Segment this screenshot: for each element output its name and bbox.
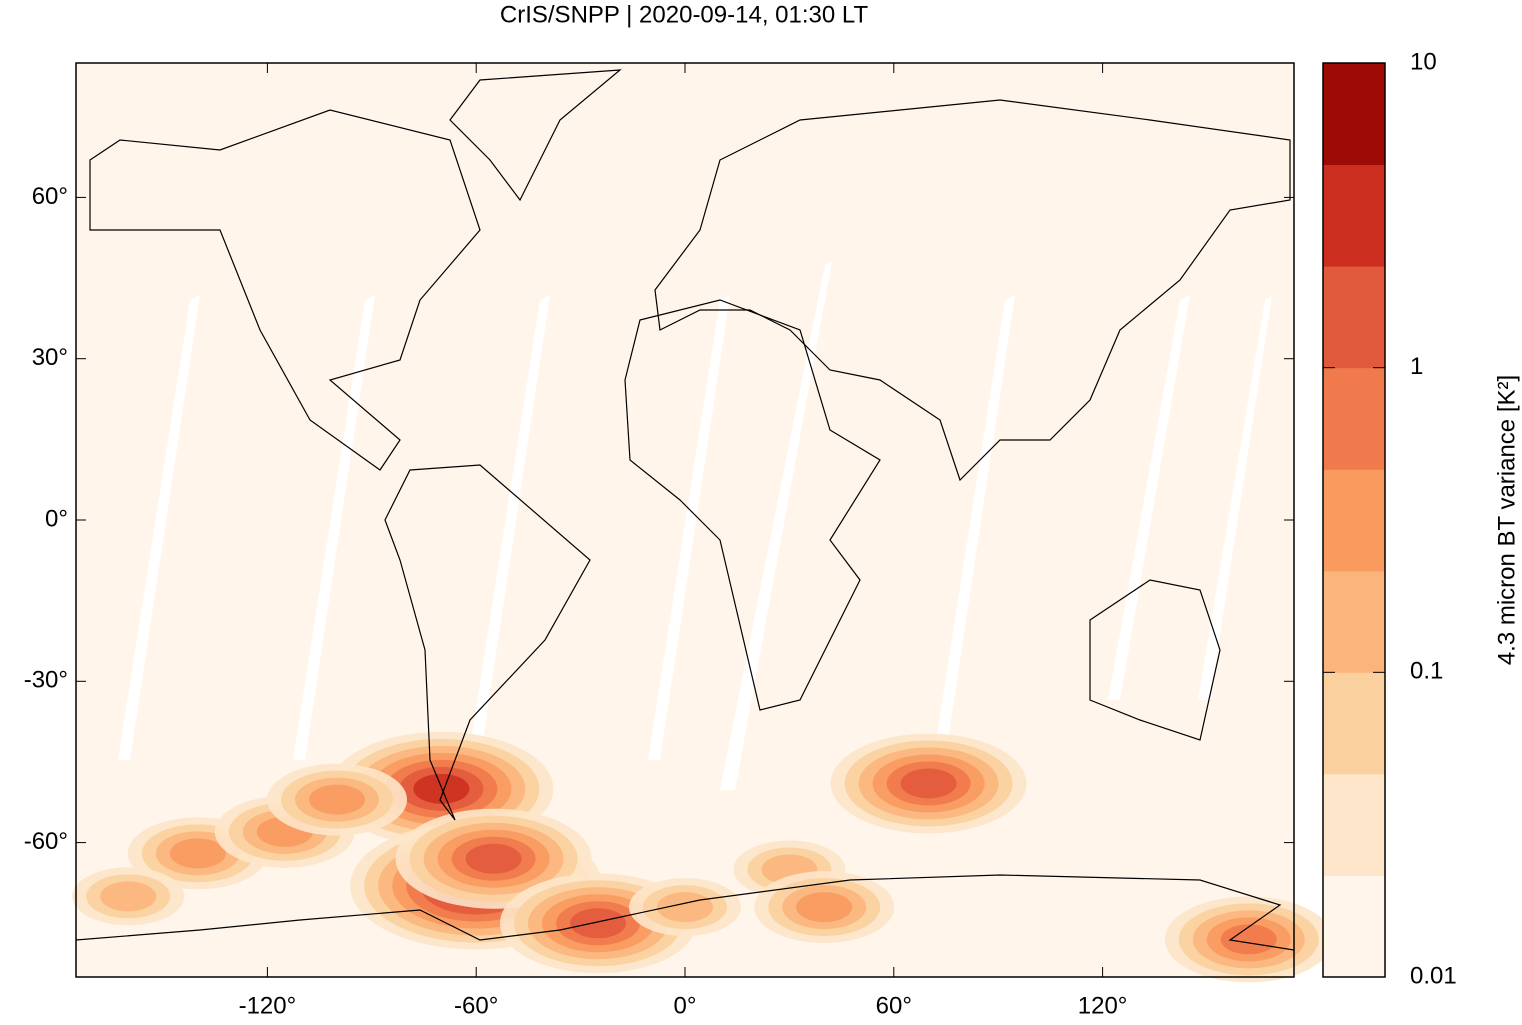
data-gaps <box>118 262 1272 790</box>
colorbar-tick-label: 10 <box>1410 48 1437 75</box>
colorbar <box>1323 63 1385 978</box>
y-tick-label: 30° <box>32 344 68 371</box>
x-tick-label: 120° <box>1078 992 1128 1019</box>
y-tick-label: -30° <box>24 667 68 694</box>
x-tick-label: 0° <box>674 992 697 1019</box>
hotspot <box>169 838 226 869</box>
hotspot <box>900 768 957 799</box>
y-tick-label: 60° <box>32 183 68 210</box>
hotspot <box>309 784 365 815</box>
hotspot <box>100 881 157 912</box>
coastlines <box>75 69 1295 951</box>
colorbar-band <box>1323 266 1385 369</box>
colorbar-band <box>1323 773 1385 876</box>
y-tick-label: 0° <box>45 505 68 532</box>
colorbar-band <box>1323 570 1385 673</box>
colorbar-band <box>1323 672 1385 775</box>
hotspot <box>1220 924 1277 955</box>
x-tick-label: -60° <box>454 992 498 1019</box>
x-tick-label: 60° <box>876 992 912 1019</box>
colorbar-band <box>1323 875 1385 978</box>
x-tick-label: -120° <box>239 992 297 1019</box>
hotspot <box>465 843 522 874</box>
hotspot <box>796 892 853 923</box>
colorbar-tick-label: 1 <box>1410 353 1423 380</box>
colorbar-band <box>1323 469 1385 572</box>
colorbar-tick-label: 0.1 <box>1410 658 1443 685</box>
colorbar-band <box>1323 367 1385 470</box>
hotspot <box>570 908 626 939</box>
colorbar-label: 4.3 micron BT variance [K²] <box>1493 375 1520 665</box>
chart-title: CrIS/SNPP | 2020-09-14, 01:30 LT <box>500 1 869 28</box>
colorbar-band <box>1323 63 1385 166</box>
colorbar-frame <box>1322 62 1386 978</box>
colorbar-band <box>1323 164 1385 267</box>
y-tick-label: -60° <box>24 828 68 855</box>
colorbar-tick-label: 0.01 <box>1410 962 1457 989</box>
